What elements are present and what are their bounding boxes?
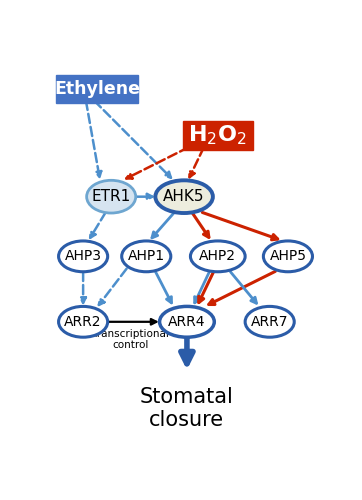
Text: Transcriptional
control: Transcriptional control <box>92 328 169 350</box>
Ellipse shape <box>87 180 136 213</box>
Ellipse shape <box>190 241 245 272</box>
Ellipse shape <box>155 180 213 213</box>
Text: AHP3: AHP3 <box>65 250 102 264</box>
Text: ARR2: ARR2 <box>64 315 102 329</box>
Text: H$_2$O$_2$: H$_2$O$_2$ <box>189 124 247 147</box>
Text: AHP2: AHP2 <box>199 250 236 264</box>
Text: AHP1: AHP1 <box>128 250 165 264</box>
Ellipse shape <box>59 241 108 272</box>
Text: ARR7: ARR7 <box>251 315 289 329</box>
FancyBboxPatch shape <box>183 120 253 150</box>
Ellipse shape <box>264 241 312 272</box>
Ellipse shape <box>160 306 214 337</box>
Text: AHK5: AHK5 <box>163 189 205 204</box>
Text: Stomatal
closure: Stomatal closure <box>140 387 234 430</box>
FancyBboxPatch shape <box>56 75 138 102</box>
Text: ETR1: ETR1 <box>92 189 131 204</box>
Text: ARR4: ARR4 <box>168 315 206 329</box>
Text: Ethylene: Ethylene <box>54 80 140 98</box>
Ellipse shape <box>59 306 108 337</box>
Text: AHP5: AHP5 <box>269 250 306 264</box>
Ellipse shape <box>122 241 171 272</box>
Ellipse shape <box>245 306 294 337</box>
